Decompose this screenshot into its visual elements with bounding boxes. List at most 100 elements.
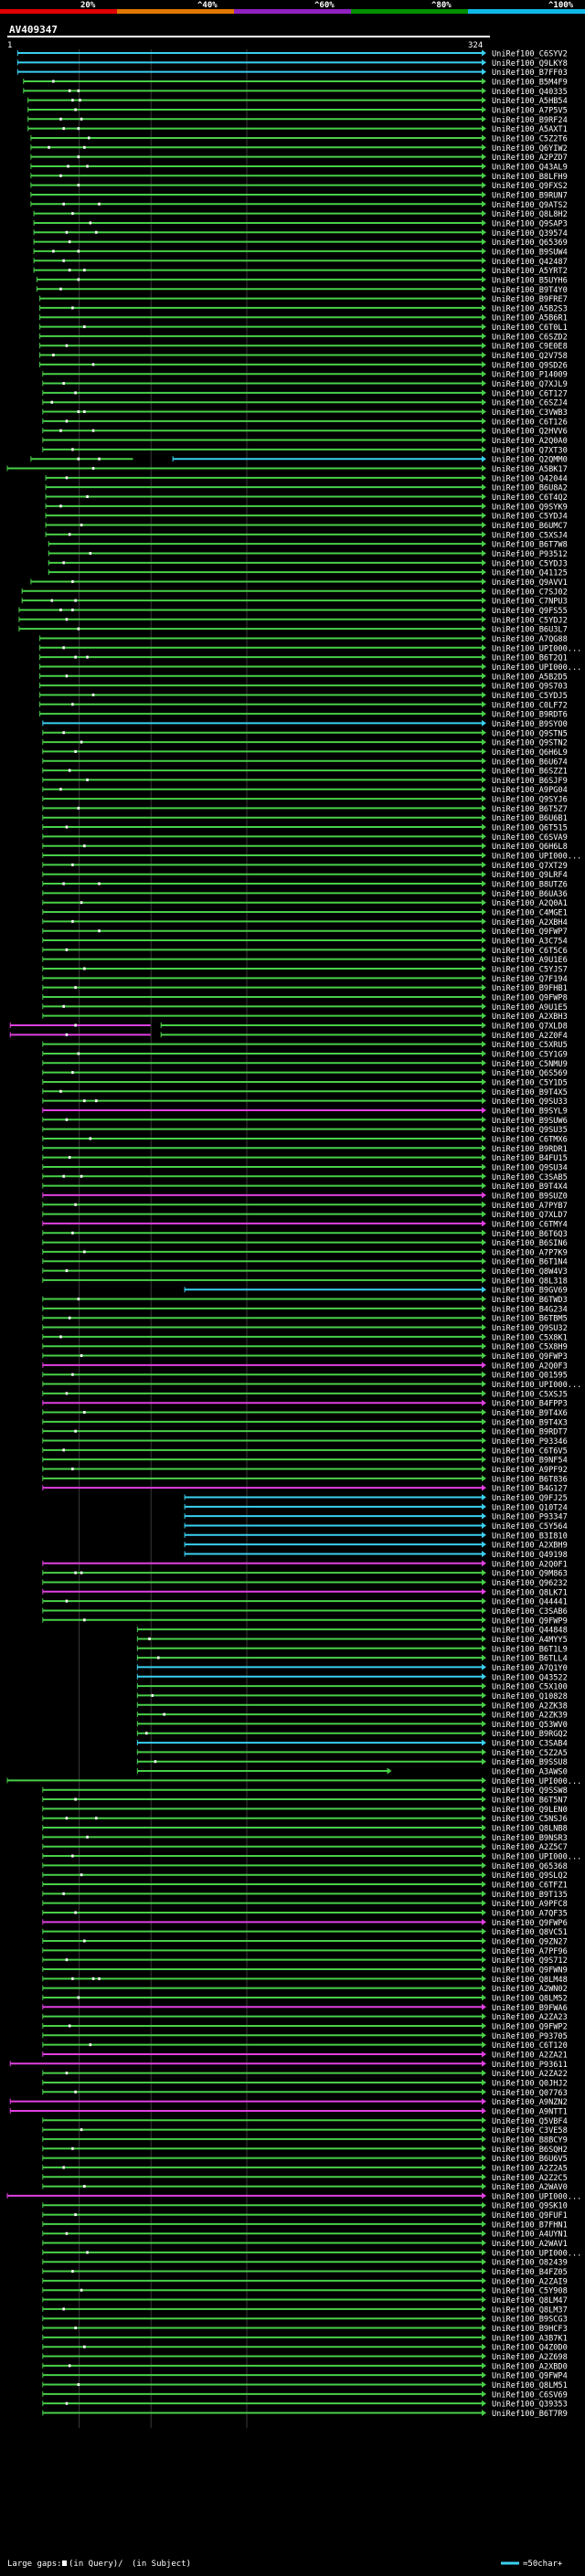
hit-row[interactable]: UniRef100_Q41125 — [48, 568, 568, 578]
hit-label[interactable]: UniRef100_B8BCY9 — [492, 2136, 568, 2145]
hit-label[interactable]: UniRef100_A2Z5C7 — [492, 1843, 568, 1852]
hit-label[interactable]: UniRef100_O82439 — [492, 2259, 568, 2268]
hit-label[interactable]: UniRef100_Q6H6L8 — [492, 843, 568, 852]
hit-label[interactable]: UniRef100_Q9LEN0 — [492, 1806, 568, 1815]
hit-label[interactable]: UniRef100_A7QF35 — [492, 1910, 568, 1919]
hit-row[interactable]: UniRef100_B6SQH2 — [42, 2145, 568, 2155]
hit-row[interactable]: UniRef100_UPI000... — [6, 1776, 581, 1786]
hit-row[interactable]: UniRef100_A2ZA21 — [42, 2051, 568, 2060]
hit-label[interactable]: UniRef100_UPI000... — [492, 1777, 581, 1786]
hit-label[interactable]: UniRef100_B8UTZ6 — [492, 881, 568, 890]
hit-label[interactable]: UniRef100_A7Q1Y0 — [492, 1664, 568, 1673]
hit-label[interactable]: UniRef100_Q6YIW2 — [492, 144, 568, 154]
hit-label[interactable]: UniRef100_B7FHN1 — [492, 2221, 568, 2230]
hit-label[interactable]: UniRef100_C3SAB5 — [492, 1173, 568, 1182]
hit-row[interactable]: UniRef100_C6T126 — [42, 418, 568, 427]
hit-label[interactable]: UniRef100_UPI000... — [492, 1853, 581, 1862]
hit-row[interactable]: UniRef100_A7QG88 — [39, 634, 568, 644]
hit-row[interactable]: UniRef100_P93346 — [42, 1437, 568, 1447]
hit-row[interactable]: UniRef100_B5M4F9 — [23, 78, 568, 87]
hit-row[interactable]: UniRef100_B6U6V5 — [42, 2155, 568, 2164]
hit-row[interactable]: UniRef100_Q65369 — [33, 239, 568, 248]
hit-row[interactable]: UniRef100_UPI000... — [42, 1381, 581, 1390]
hit-label[interactable]: UniRef100_Q9FS55 — [492, 607, 568, 616]
hit-row[interactable]: UniRef100_B6UA36 — [42, 889, 568, 899]
hit-label[interactable]: UniRef100_C6T6V5 — [492, 1447, 568, 1456]
hit-label[interactable]: UniRef100_B6U674 — [492, 758, 568, 767]
hit-label[interactable]: UniRef100_B6SJF9 — [492, 777, 568, 786]
hit-label[interactable]: UniRef100_B8LFH9 — [492, 173, 568, 182]
hit-label[interactable]: UniRef100_A5B2D5 — [492, 673, 568, 682]
hit-row[interactable]: UniRef100_B9SYO0 — [42, 719, 568, 729]
hit-row[interactable]: UniRef100_Q8LM47 — [42, 2296, 568, 2306]
hit-row[interactable]: UniRef100_B6U674 — [42, 758, 568, 767]
hit-label[interactable]: UniRef100_Q9STN2 — [492, 739, 568, 748]
hit-row[interactable]: UniRef100_Q8W4V3 — [42, 1267, 568, 1277]
hit-label[interactable]: UniRef100_B9T4X3 — [492, 1418, 568, 1427]
hit-row[interactable]: UniRef100_B6U8A2 — [45, 483, 568, 493]
hit-row[interactable]: UniRef100_B6SIN6 — [42, 1239, 568, 1248]
hit-label[interactable]: UniRef100_Q01595 — [492, 1372, 568, 1381]
hit-label[interactable]: UniRef100_Q9FWP6 — [492, 1919, 568, 1928]
hit-row[interactable]: UniRef100_A2Z5C7 — [42, 1843, 568, 1852]
hit-label[interactable]: UniRef100_B6T2Q1 — [492, 654, 568, 663]
hit-row[interactable]: UniRef100_Q8LM51 — [42, 2381, 568, 2390]
hit-row[interactable]: UniRef100_A7P7K9 — [42, 1248, 568, 1257]
hit-row[interactable]: UniRef100_C6T127 — [42, 389, 568, 398]
hit-label[interactable]: UniRef100_A2ZK39 — [492, 1712, 568, 1721]
hit-row[interactable]: UniRef100_B6T7W8 — [48, 540, 568, 550]
hit-row[interactable]: UniRef100_B6SZZ1 — [42, 767, 568, 777]
hit-row[interactable]: UniRef100_B4G234 — [42, 1305, 568, 1314]
hit-row[interactable]: UniRef100_A2Q0A0 — [42, 437, 568, 446]
hit-row[interactable]: UniRef100_B6T2Q1 — [39, 653, 568, 663]
hit-row[interactable]: UniRef100_Q9FWP2 — [42, 2022, 568, 2031]
hit-label[interactable]: UniRef100_Q8L8H2 — [492, 210, 568, 219]
hit-label[interactable]: UniRef100_B6TWD3 — [492, 1296, 568, 1305]
hit-label[interactable]: UniRef100_Q0JHJ2 — [492, 2079, 568, 2088]
hit-label[interactable]: UniRef100_Q42487 — [492, 258, 568, 267]
hit-row[interactable]: UniRef100_B9T4X6 — [42, 1409, 568, 1418]
hit-label[interactable]: UniRef100_Q8LNB8 — [492, 1825, 568, 1834]
hit-row[interactable]: UniRef100_C3VWB3 — [42, 408, 568, 418]
hit-label[interactable]: UniRef100_UPI000... — [492, 2249, 581, 2258]
hit-label[interactable]: UniRef100_A5BK17 — [492, 465, 568, 474]
hit-row[interactable]: UniRef100_C6SV69 — [42, 2390, 568, 2400]
hit-label[interactable]: UniRef100_C9E0E8 — [492, 343, 568, 352]
hit-row[interactable]: UniRef100_Q7XLD7 — [42, 1211, 568, 1220]
hit-row[interactable]: UniRef100_C5YDJ5 — [39, 691, 568, 701]
hit-label[interactable]: UniRef100_Q9ATS2 — [492, 201, 568, 210]
hit-row[interactable]: UniRef100_Q7XT30 — [42, 446, 568, 455]
hit-row[interactable]: UniRef100_A2ZA22 — [42, 2070, 568, 2079]
hit-row[interactable]: UniRef100_A2ZAI9 — [42, 2277, 568, 2286]
hit-row[interactable]: UniRef100_Q8VC51 — [42, 1928, 568, 1937]
hit-row[interactable]: UniRef100_Q42044 — [45, 474, 568, 483]
hit-row[interactable]: UniRef100_Q9SLQ2 — [42, 1871, 568, 1881]
hit-label[interactable]: UniRef100_A5AXT1 — [492, 125, 568, 134]
hit-label[interactable]: UniRef100_B6SIN6 — [492, 1239, 568, 1248]
hit-row[interactable]: UniRef100_B9RDR1 — [42, 1144, 568, 1154]
hit-row[interactable]: UniRef100_C5XSJ4 — [45, 531, 568, 540]
hit-row[interactable]: UniRef100_C5XRU5 — [42, 1041, 568, 1050]
hit-label[interactable]: UniRef100_B6T1N4 — [492, 1258, 568, 1267]
hit-label[interactable]: UniRef100_C6SVA9 — [492, 833, 568, 843]
hit-row[interactable]: UniRef100_Q7XLD8 — [9, 1022, 568, 1031]
hit-label[interactable]: UniRef100_B5M4F9 — [492, 78, 568, 87]
hit-row[interactable]: UniRef100_B8BCY9 — [42, 2136, 568, 2145]
hit-row[interactable]: UniRef100_B9T4X3 — [42, 1418, 568, 1427]
hit-row[interactable]: UniRef100_C3SAB4 — [136, 1739, 568, 1749]
hit-row[interactable]: UniRef100_Q9M863 — [42, 1569, 568, 1579]
hit-row[interactable]: UniRef100_A2XBD0 — [42, 2362, 568, 2371]
hit-row[interactable]: UniRef100_O82439 — [42, 2258, 568, 2268]
hit-row[interactable]: UniRef100_A2Z2A5 — [42, 2164, 568, 2173]
hit-label[interactable]: UniRef100_Q9SYK9 — [492, 503, 568, 512]
hit-row[interactable]: UniRef100_A5BK17 — [6, 465, 568, 474]
hit-label[interactable]: UniRef100_A2WN02 — [492, 1985, 568, 1994]
hit-row[interactable]: UniRef100_Q0JHJ2 — [42, 2079, 568, 2088]
hit-label[interactable]: UniRef100_A2ZK38 — [492, 1701, 568, 1711]
hit-row[interactable]: UniRef100_C5Z2T6 — [30, 134, 568, 143]
hit-row[interactable]: UniRef100_C5Y564 — [184, 1521, 568, 1532]
hit-label[interactable]: UniRef100_UPI000... — [492, 644, 581, 653]
hit-label[interactable]: UniRef100_B6U6V5 — [492, 2155, 568, 2164]
hit-row[interactable]: UniRef100_P93512 — [48, 549, 568, 559]
hit-label[interactable]: UniRef100_B6UA36 — [492, 890, 568, 899]
